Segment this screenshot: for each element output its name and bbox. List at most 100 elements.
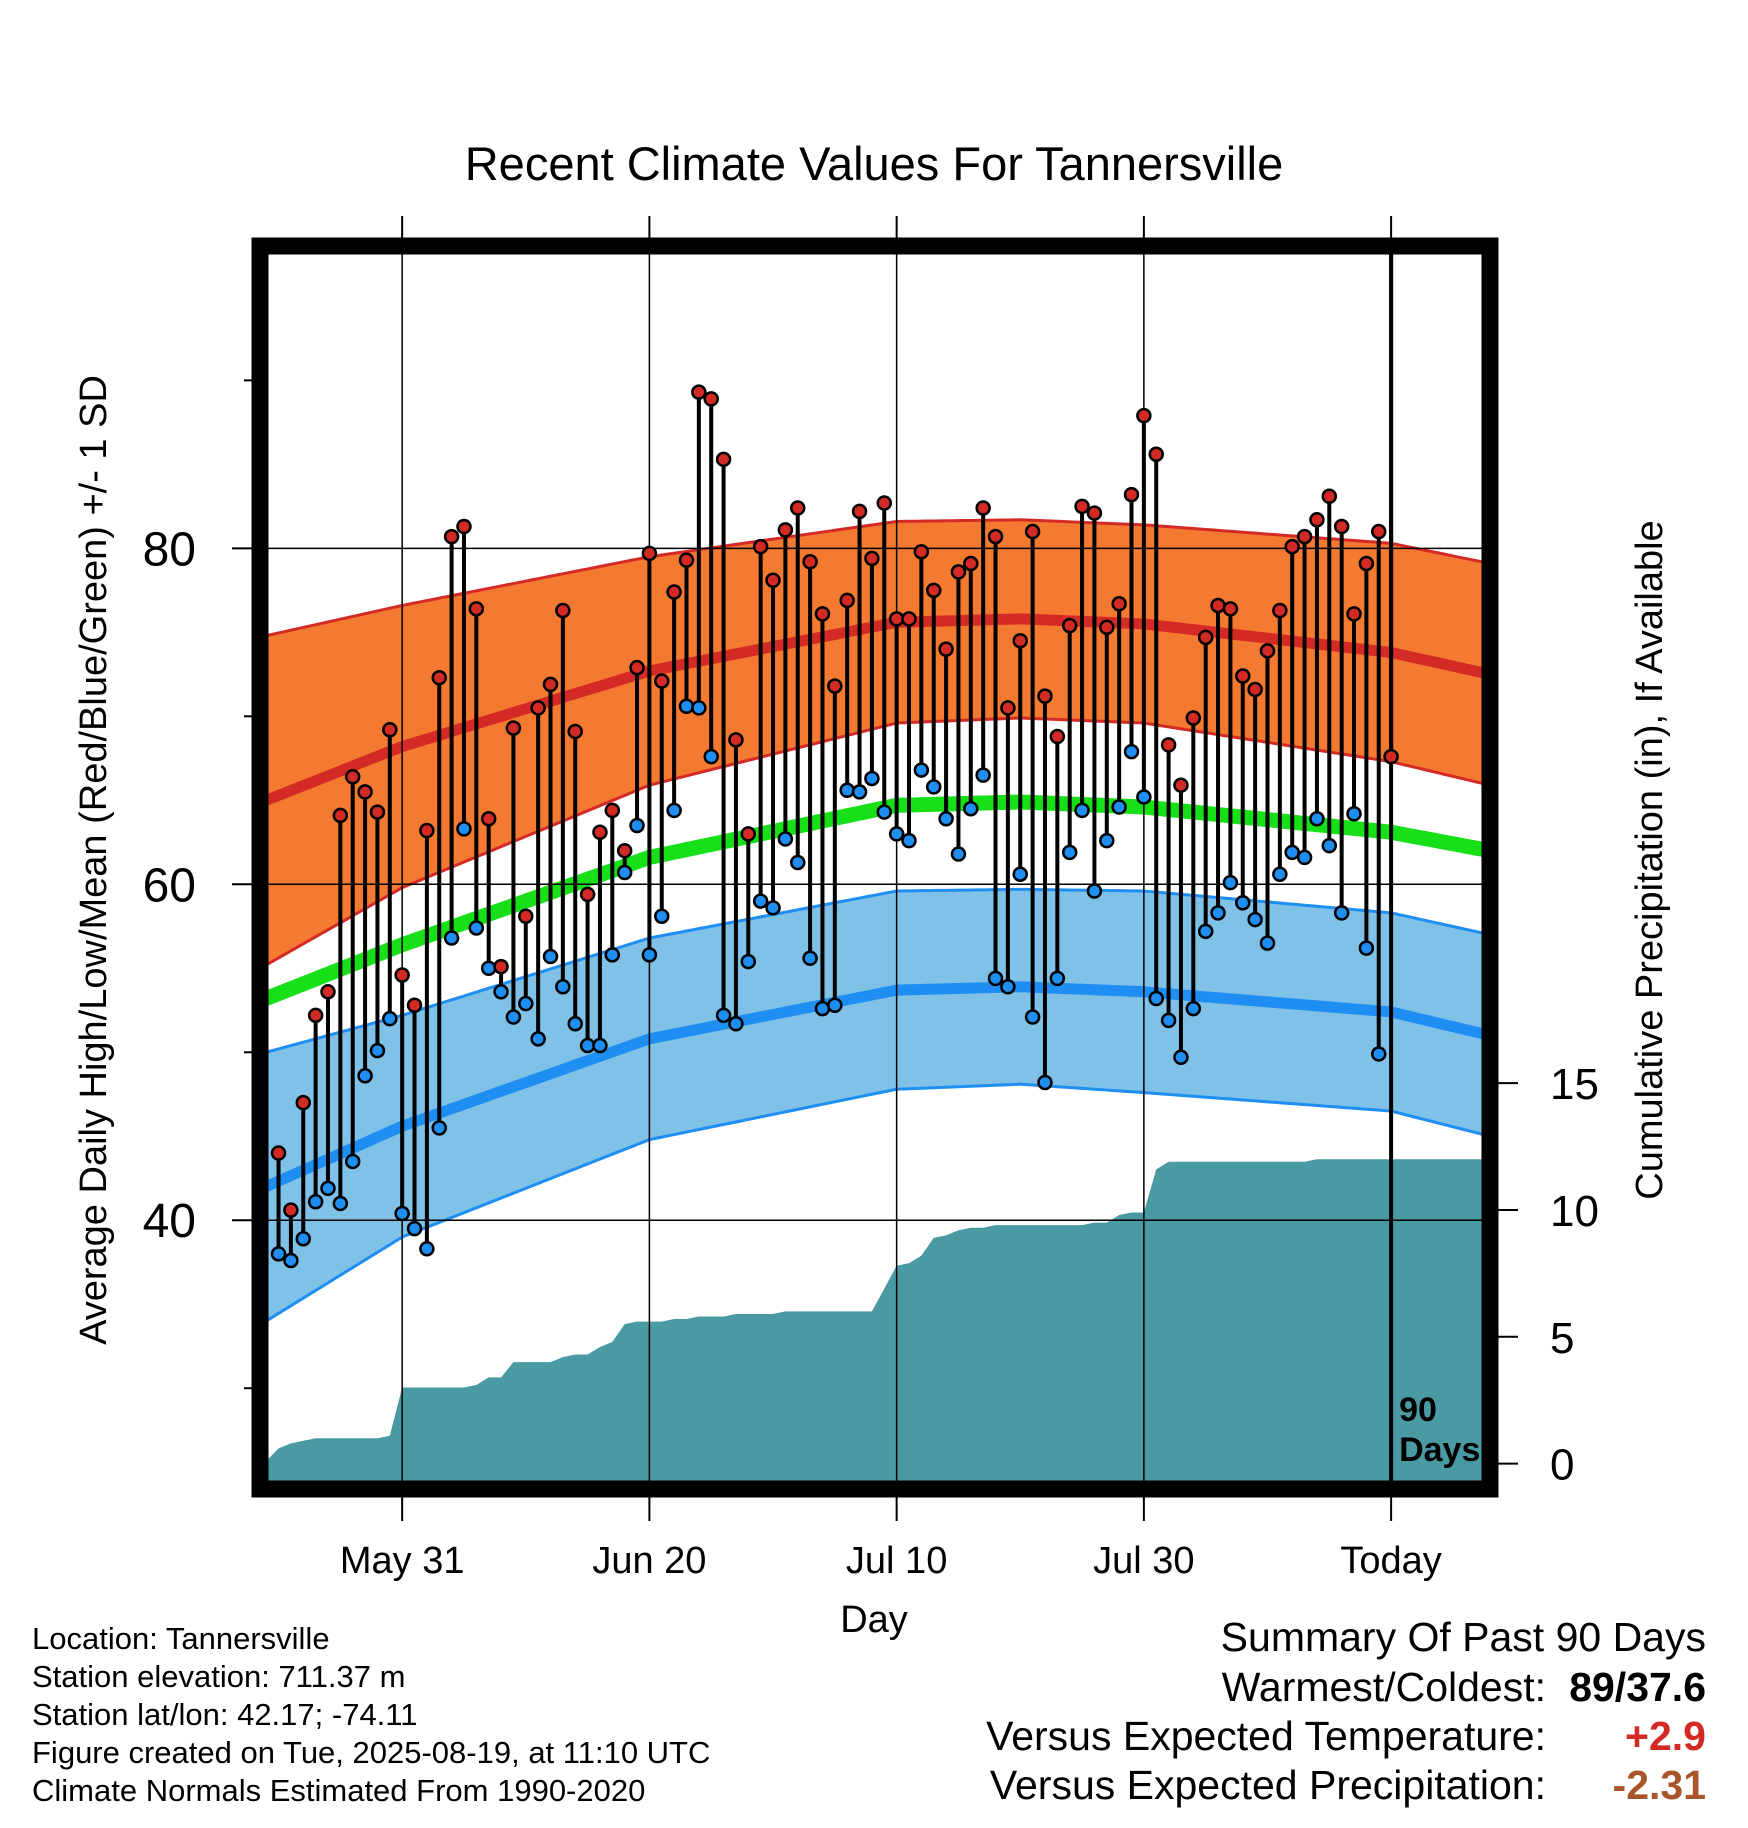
y2-tick-label: 0 [1550,1441,1574,1490]
obs-low-point [518,995,534,1012]
obs-low-point [1385,0,1398,7]
obs-low-point [382,1010,398,1027]
obs-low-point [431,1120,447,1136]
plot-content: 90 Days [260,0,1490,1489]
obs-high-point [1235,668,1251,684]
obs-high-point [579,886,596,903]
obs-low-point [938,811,954,827]
obs-high-point [802,554,818,570]
summary-row-precip: Versus Expected Precipitation: -2.31 [826,1762,1706,1811]
obs-low-point [1148,990,1164,1007]
normal-low-band-upper-edge [265,887,1490,1054]
temp-anomaly-value: +2.9 [1625,1713,1706,1759]
obs-low-point [1370,1046,1387,1062]
obs-low-point [1037,1074,1053,1091]
obs-high-point [1173,777,1189,793]
obs-high-point [1136,407,1152,424]
obs-high-point [493,958,509,975]
obs-low-point [505,1009,522,1025]
obs-low-point [950,846,967,862]
obs-high-point [1111,596,1127,612]
obs-high-point [925,582,942,599]
obs-low-point [295,1230,312,1247]
obs-high-point [1123,486,1140,503]
obs-high-point [369,804,386,820]
obs-high-point [752,538,769,555]
warmest-coldest-label: Warmest/Coldest: [1221,1664,1546,1710]
obs-high-point [344,769,361,785]
obs-high-point [1333,518,1350,535]
obs-low-point [654,908,670,924]
obs-high-point [456,518,472,535]
obs-high-point [332,807,349,824]
obs-high-point [320,984,336,1000]
obs-high-point [1383,748,1399,765]
obs-low-point [715,1007,732,1024]
obs-low-point [777,831,794,847]
obs-high-point [604,802,621,819]
obs-low-point [629,817,645,834]
normals-text: Climate Normals Estimated From 1990-2020 [32,1773,646,1808]
obs-high-point [703,391,719,407]
obs-high-point [1074,498,1090,515]
y-axis-label: Average Daily High/Low/Mean (Red/Blue/Gr… [73,375,115,1345]
obs-low-point [530,1031,546,1047]
obs-high-point [1210,597,1226,614]
obs-high-point [505,720,522,736]
x-axis-label: Day [840,1599,908,1641]
obs-high-point [1247,681,1263,698]
summary-panel: Summary Of Past 90 Days Warmest/Coldest:… [826,1614,1706,1811]
obs-low-point [604,947,621,963]
obs-high-point [950,564,967,580]
y2-tick-label: 5 [1550,1314,1574,1363]
obs-low-point [1358,940,1375,956]
obs-low-point [1259,935,1276,951]
obs-low-point [332,1195,349,1212]
obs-high-point [443,528,460,545]
obs-low-point [1346,805,1362,822]
x-tick-label: Today [1340,1540,1441,1582]
obs-low-point [789,854,806,871]
obs-high-point [431,669,447,686]
summary-heading: Summary Of Past 90 Days [1220,1614,1706,1660]
obs-low-point [703,748,719,765]
obs-high-point [666,584,682,600]
obs-high-point [1370,523,1387,540]
obs-low-point [1000,979,1016,995]
elevation-text: Station elevation: 711.37 m [32,1659,406,1694]
obs-high-point [419,822,435,839]
obs-low-point [1024,1009,1041,1025]
obs-low-point [1123,743,1140,760]
y2-axis-label: Cumulative Precipitation (in), If Availa… [1629,520,1671,1199]
obs-high-point [1148,446,1164,463]
obs-high-point [789,500,806,516]
y2-tick-label: 10 [1550,1187,1599,1236]
obs-low-point [1160,1012,1177,1029]
obs-high-point [839,592,855,609]
y-tick-label: 40 [143,1195,196,1248]
obs-low-point [1197,923,1214,940]
obs-high-point [901,611,917,627]
obs-low-point [542,948,559,965]
obs-low-point [1272,866,1288,882]
obs-high-point [1000,700,1016,716]
obs-low-point [814,1000,831,1017]
obs-low-point [270,1246,287,1262]
normal-low-band-lower-edge [265,1082,1490,1323]
obs-high-point [938,641,954,657]
obs-low-point [1222,874,1239,891]
obs-high-point [1099,619,1115,636]
obs-high-point [1037,688,1053,704]
obs-low-point [344,1153,361,1170]
obs-low-point [987,970,1004,987]
obs-low-point [752,893,769,909]
obs-high-point [728,732,744,748]
obs-low-point [765,900,781,916]
obs-low-point [1061,844,1078,861]
obs-low-point [678,698,695,714]
obs-low-point [1235,895,1251,911]
obs-high-point [382,722,398,738]
obs-high-point [691,384,707,400]
obs-low-point [666,802,682,819]
